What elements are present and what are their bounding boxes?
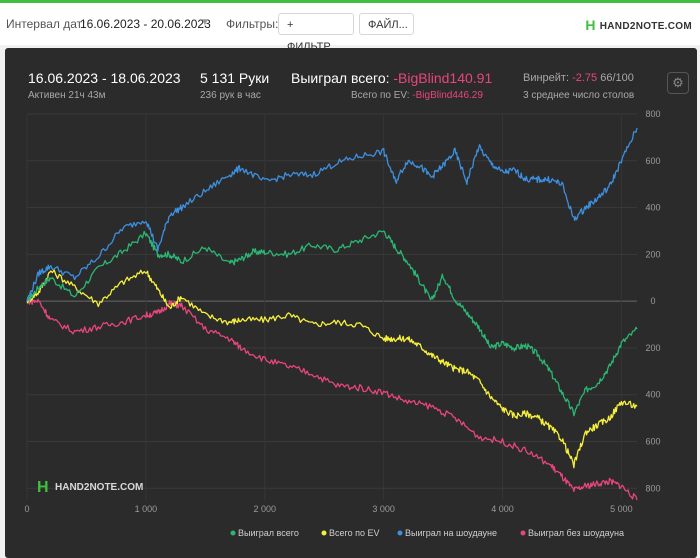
y-tick-label: 600: [645, 437, 660, 447]
legend-label: Всего по EV: [329, 528, 379, 538]
legend-label: Выиграл на шоудауне: [405, 528, 497, 538]
hands-count: 5 131 Руки: [200, 70, 270, 86]
y-tick-label: 400: [645, 203, 660, 213]
y-tick-label: 800: [645, 109, 660, 119]
chart-watermark: H HAND2NOTE.COM: [37, 479, 143, 496]
series-line-2: [26, 127, 638, 302]
watermark-h-icon: H: [37, 479, 49, 496]
session-date-range: 16.06.2023 - 18.06.2023: [28, 70, 181, 86]
x-tick-label: 5 000: [610, 504, 633, 514]
top-accent-line: [0, 0, 700, 3]
chart-grid: [26, 113, 637, 500]
ev-total-value: -BigBlind446.29: [412, 90, 483, 101]
y-tick-label: 800: [645, 483, 660, 493]
x-tick-label: 1 000: [135, 504, 158, 514]
series-line-0: [26, 230, 638, 417]
legend-dot: [520, 530, 526, 536]
legend-label: Выиграл без шоудауна: [528, 528, 624, 538]
date-range-label: Интервал дат:: [6, 17, 86, 31]
x-tick-label: 0: [24, 504, 29, 514]
hand2note-logo: H HAND2NOTE.COM: [585, 17, 692, 33]
filters-label: Фильтры:: [226, 17, 279, 31]
chart-lines: [26, 127, 638, 501]
x-tick-label: 2 000: [254, 504, 277, 514]
gear-icon[interactable]: ⚙: [667, 72, 689, 94]
h-logo-icon: H: [585, 17, 596, 33]
legend-dot: [397, 530, 403, 536]
winrate-value: -2.75: [572, 72, 598, 84]
x-tick-label: 3 000: [372, 504, 395, 514]
won-total: Выиграл всего: -BigBlind140.91: [291, 70, 493, 86]
chart-ticks: 800 600 400 200 0 200 400 600 800 0 1 000 2 000 3 00…: [24, 109, 660, 514]
ev-total: Всего по EV: -BigBlind446.29: [351, 90, 483, 101]
hands-per-hour: 236 рук в час: [200, 90, 261, 101]
series-line-3: [26, 297, 638, 501]
legend-dot: [230, 530, 236, 536]
y-tick-label: 200: [645, 343, 660, 353]
won-total-value: -BigBlind140.91: [393, 70, 493, 86]
legend-dot: [321, 530, 327, 536]
y-tick-label: 0: [650, 296, 655, 306]
y-tick-label: 600: [645, 156, 660, 166]
chevron-down-icon[interactable]: ▼: [200, 17, 210, 28]
avg-tables: 3 среднее число столов: [523, 90, 635, 101]
legend-label: Выиграл всего: [238, 528, 299, 538]
x-tick-label: 4 000: [491, 504, 514, 514]
add-filter-button[interactable]: + ФИЛЬТР...: [278, 13, 354, 53]
winrate: Винрейт: -2.75 66/100: [523, 72, 634, 84]
file-button[interactable]: ФАЙЛ...: [359, 13, 414, 35]
y-tick-label: 200: [645, 249, 660, 259]
chart-legend: Выиграл всего Всего по EV Выиграл на шоуда…: [230, 528, 624, 538]
toolbar: Интервал дат: 16.06.2023 - 20.06.2023 ▼ …: [0, 3, 700, 53]
active-time: Активен 21ч 43м: [28, 90, 106, 101]
bankroll-chart: 800 600 400 200 0 200 400 600 800 0 1 000 2 000 3 00…: [24, 109, 660, 538]
y-tick-label: 400: [645, 390, 660, 400]
date-range-picker[interactable]: 16.06.2023 - 20.06.2023: [80, 17, 211, 31]
watermark-text: HAND2NOTE.COM: [55, 482, 143, 493]
series-line-1: [26, 269, 638, 469]
graph-panel: 16.06.2023 - 18.06.2023 Активен 21ч 43м …: [5, 48, 697, 558]
